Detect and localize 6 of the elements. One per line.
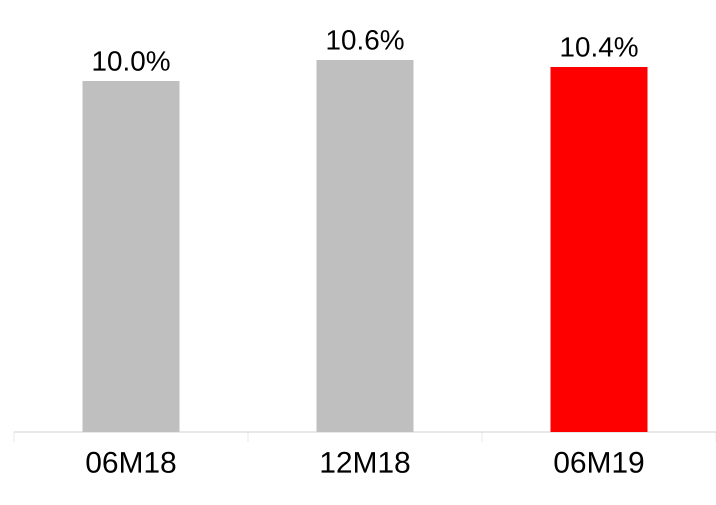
data-label: 10.4% (562, 37, 638, 57)
x-tick-label: 06M19 (554, 452, 644, 473)
x-tick-label: 06M18 (86, 452, 176, 473)
data-label: 10.0% (94, 51, 170, 71)
x-tick-label: 12M18 (322, 452, 410, 473)
data-label: 10.6% (328, 30, 404, 50)
